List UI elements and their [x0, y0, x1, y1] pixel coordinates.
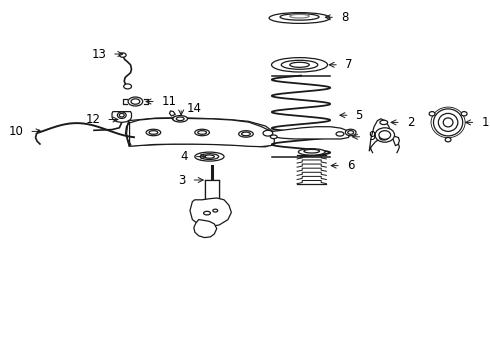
Text: 5: 5 — [356, 109, 363, 122]
Ellipse shape — [298, 149, 325, 155]
Bar — [204, 180, 219, 202]
Text: 1: 1 — [481, 116, 489, 129]
Ellipse shape — [200, 154, 219, 159]
Ellipse shape — [345, 129, 356, 136]
Ellipse shape — [269, 13, 330, 23]
Ellipse shape — [198, 131, 206, 134]
Text: 14: 14 — [187, 102, 202, 114]
Ellipse shape — [263, 130, 273, 136]
Ellipse shape — [204, 155, 214, 158]
Text: 9: 9 — [368, 130, 376, 143]
Ellipse shape — [242, 132, 250, 136]
Ellipse shape — [128, 97, 143, 106]
Ellipse shape — [439, 113, 458, 131]
Ellipse shape — [280, 14, 319, 20]
Ellipse shape — [348, 131, 354, 134]
Ellipse shape — [123, 84, 131, 89]
Text: 8: 8 — [341, 11, 348, 24]
Ellipse shape — [429, 112, 435, 116]
Text: 3: 3 — [178, 174, 186, 186]
Text: 2: 2 — [407, 116, 414, 129]
Ellipse shape — [173, 116, 188, 122]
Text: 12: 12 — [85, 113, 100, 126]
Ellipse shape — [375, 128, 394, 142]
Ellipse shape — [290, 62, 309, 67]
Polygon shape — [112, 112, 131, 122]
Ellipse shape — [461, 112, 467, 116]
Ellipse shape — [336, 132, 344, 136]
Ellipse shape — [213, 209, 218, 212]
Ellipse shape — [118, 112, 126, 118]
Ellipse shape — [203, 211, 210, 215]
Text: 11: 11 — [162, 95, 177, 108]
Ellipse shape — [131, 99, 140, 104]
Ellipse shape — [149, 131, 158, 134]
Ellipse shape — [120, 53, 126, 57]
Polygon shape — [170, 111, 175, 116]
Ellipse shape — [120, 113, 124, 117]
Ellipse shape — [379, 131, 391, 139]
Ellipse shape — [270, 135, 277, 139]
Ellipse shape — [172, 117, 183, 121]
Text: 10: 10 — [8, 125, 24, 138]
Ellipse shape — [281, 60, 318, 69]
Ellipse shape — [379, 135, 388, 140]
Ellipse shape — [146, 129, 161, 136]
Ellipse shape — [304, 149, 319, 153]
Text: 4: 4 — [180, 150, 188, 163]
Ellipse shape — [271, 58, 327, 72]
Polygon shape — [190, 198, 231, 227]
Ellipse shape — [195, 129, 209, 136]
Ellipse shape — [195, 152, 224, 161]
Ellipse shape — [239, 131, 253, 137]
Text: 7: 7 — [345, 58, 352, 71]
Polygon shape — [266, 127, 351, 139]
Ellipse shape — [434, 109, 463, 136]
Polygon shape — [369, 119, 399, 151]
Ellipse shape — [445, 138, 451, 142]
Text: 13: 13 — [91, 48, 106, 60]
Ellipse shape — [380, 120, 388, 125]
Ellipse shape — [290, 14, 309, 18]
Polygon shape — [194, 220, 217, 238]
Ellipse shape — [176, 117, 184, 121]
Ellipse shape — [443, 118, 453, 127]
Text: 6: 6 — [347, 159, 354, 172]
